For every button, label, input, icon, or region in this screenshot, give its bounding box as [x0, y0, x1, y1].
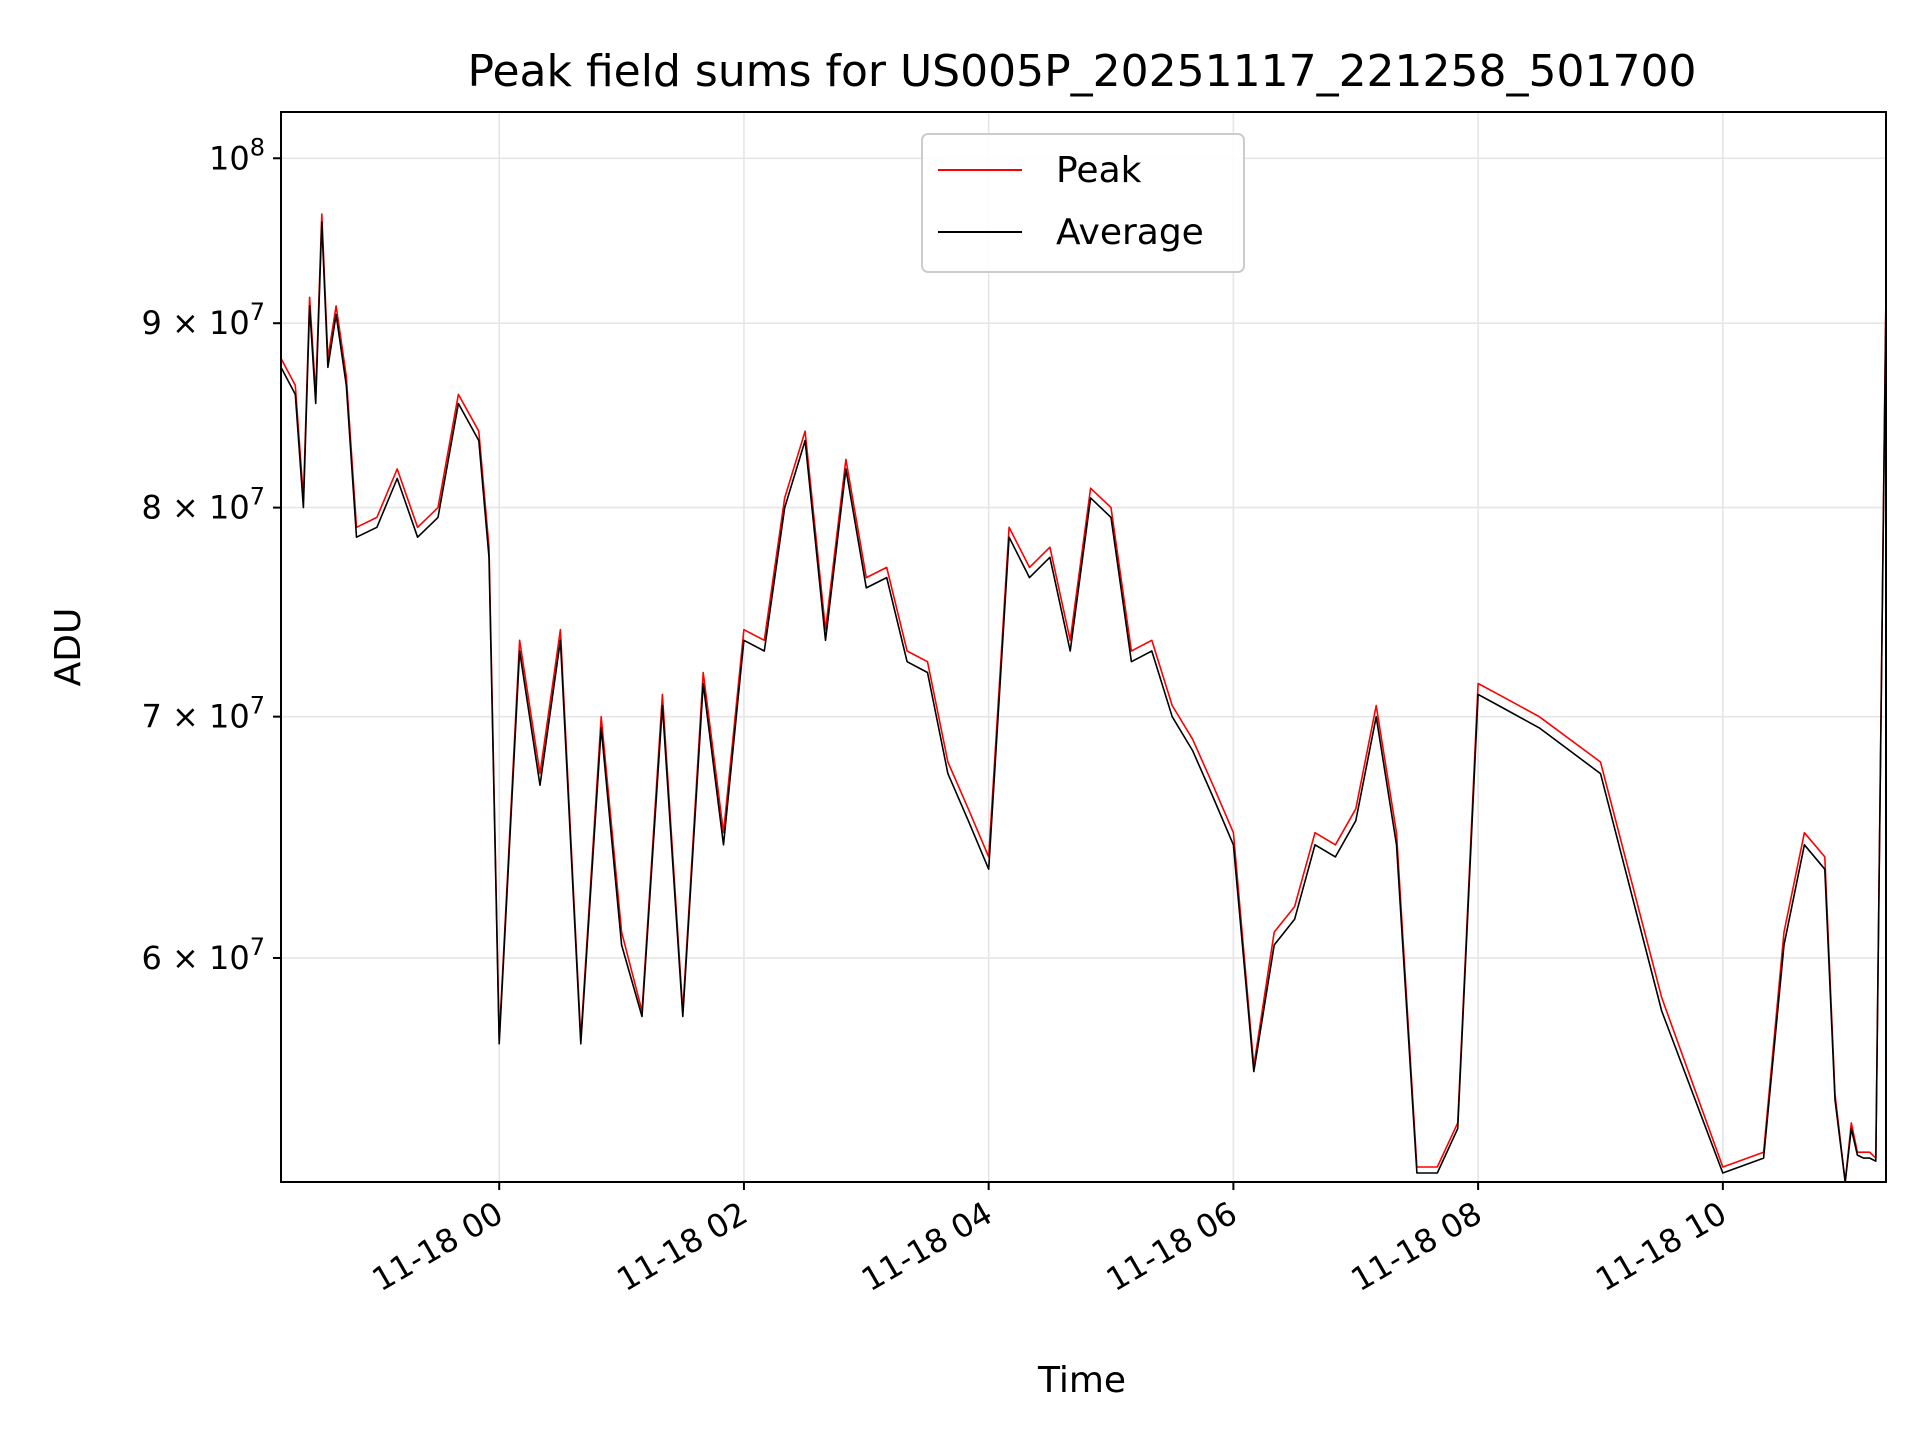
- series-line-peak: [280, 213, 1887, 1183]
- plot-lines: [280, 213, 1887, 1183]
- x-tick-label: 11-18 08: [1345, 1194, 1489, 1299]
- legend-label-peak: Peak: [1056, 150, 1142, 191]
- y-tick-label: 8 × 107: [141, 483, 265, 527]
- x-tick-label: 11-18 04: [855, 1194, 999, 1299]
- plot-frame: [280, 111, 1887, 1183]
- x-tick-label: 11-18 02: [610, 1194, 754, 1299]
- y-axis: 6 × 107 7 × 107 8 × 107 9 × 107 108: [141, 133, 281, 977]
- chart-title: Peak field sums for US005P_20251117_2212…: [468, 46, 1697, 97]
- y-tick-label: 7 × 107: [141, 692, 265, 736]
- x-tick-label: 11-18 10: [1589, 1194, 1733, 1299]
- y-axis-label: ADU: [48, 608, 89, 687]
- x-axis: 11-18 00 11-18 02 11-18 04 11-18 06 11-18 08…: [366, 1182, 1733, 1299]
- y-tick-label: 9 × 107: [141, 298, 265, 342]
- legend-box: [921, 133, 1245, 273]
- y-tick-label: 108: [209, 133, 265, 177]
- x-tick-label: 11-18 00: [366, 1194, 510, 1299]
- x-tick-label: 11-18 06: [1100, 1194, 1244, 1299]
- x-axis-label: Time: [1037, 1360, 1126, 1401]
- legend-label-average: Average: [1056, 212, 1204, 253]
- y-tick-label: 6 × 107: [141, 933, 265, 977]
- legend: Peak Average: [921, 133, 1245, 273]
- series-line-average: [280, 221, 1887, 1183]
